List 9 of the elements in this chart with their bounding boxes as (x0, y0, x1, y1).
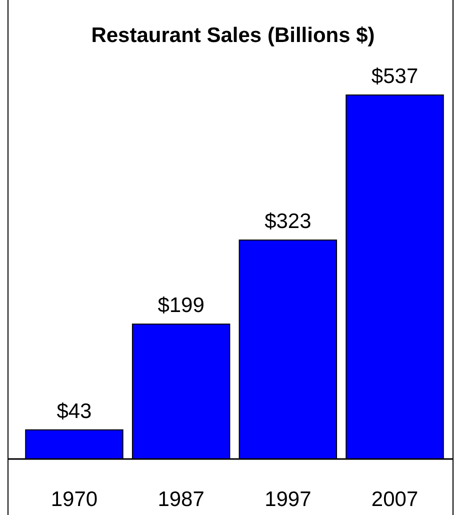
data-label: $537 (371, 65, 418, 88)
x-tick-label: 1987 (158, 488, 204, 511)
x-tick-label: 1970 (50, 488, 98, 511)
x-tick-label: 1997 (264, 488, 312, 511)
data-label: $199 (158, 294, 204, 318)
data-label: $43 (56, 400, 92, 423)
x-tick-label: 2007 (371, 488, 418, 511)
chart-title: Restaurant Sales (Billions $) (91, 24, 375, 47)
data-label: $323 (264, 210, 312, 234)
